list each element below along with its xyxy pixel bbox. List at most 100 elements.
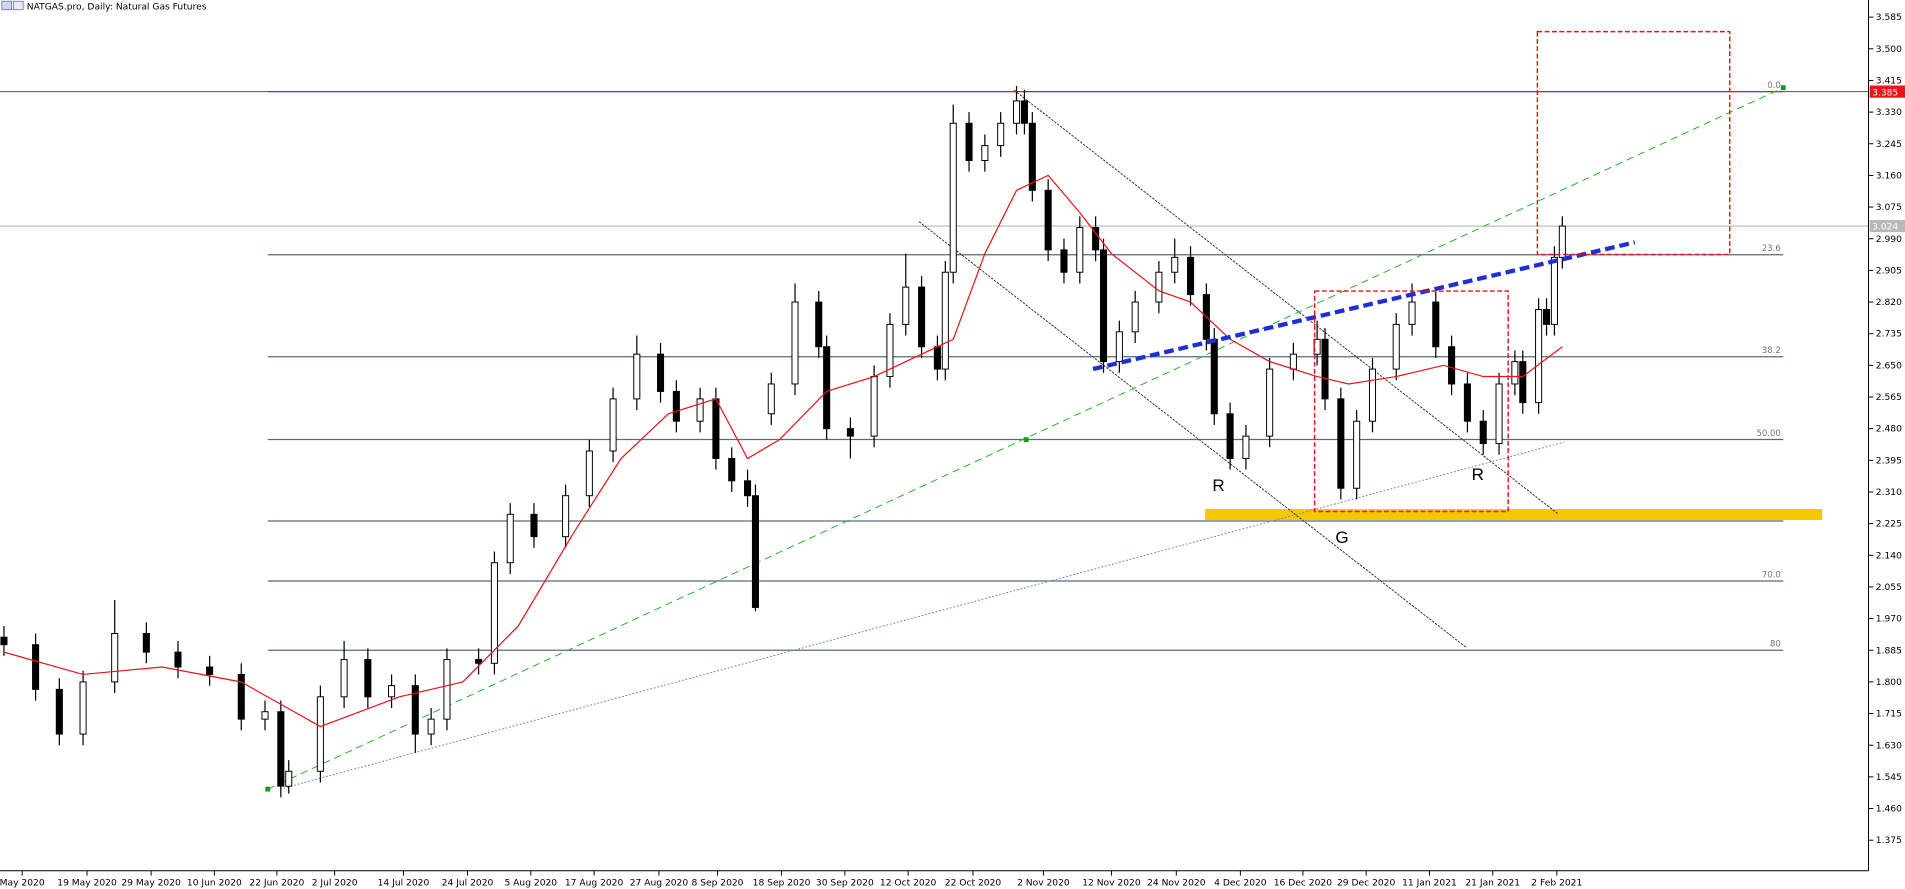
y-tick-label: 2.650 [1876,361,1902,371]
price-badge-label: 3.385 [1872,88,1898,98]
candle-body [1542,308,1551,325]
chart-title: NATGAS.pro, Daily: Natural Gas Futures [27,3,207,13]
candle-body [965,122,973,162]
x-tick-label: 22 Oct 2020 [945,878,1002,888]
grid-layer: 0.023.638.250.0061.870.080 [0,81,1869,651]
candle-body [815,301,823,348]
candle-body [1463,383,1471,422]
candle-body [791,301,799,385]
candle-body [1092,227,1100,251]
trend-line [279,441,1565,790]
x-tick-label: 22 Jun 2020 [249,878,304,888]
candle-body [1044,189,1052,251]
candle-body [1511,361,1519,385]
y-tick-label: 1.630 [1876,741,1902,751]
y-tick-label: 2.310 [1876,488,1902,498]
y-tick-label: 2.565 [1876,393,1902,403]
y-tick-label: 2.480 [1876,425,1902,435]
candle-body [475,659,483,664]
y-tick-label: 2.055 [1876,583,1902,593]
candle-body [886,323,894,378]
candle-body [316,696,324,772]
candle-body [1028,122,1036,191]
x-tick-label: 24 Nov 2020 [1147,878,1206,888]
y-tick-label: 1.545 [1876,773,1902,783]
symbol-icon [1,0,12,11]
candle-body [1187,256,1195,296]
candle-body [1171,256,1179,273]
channel-line [918,221,1468,649]
y-tick-label: 2.905 [1876,266,1902,276]
candle-body [918,286,926,348]
candle-body [1012,100,1021,124]
y-tick-label: 2.140 [1876,551,1902,561]
candle-body [32,644,40,690]
annotation: R [1212,476,1224,495]
candle-body [728,457,736,482]
x-tick-label: 17 Aug 2020 [565,878,624,888]
x-tick-label: 16 Dec 2020 [1274,878,1332,888]
y-tick-label: 3.330 [1876,108,1902,118]
candle-body [340,659,348,698]
moving-average [3,174,1563,728]
axis-labels: 3.585 3.500 3.415 3.330 3.245 3.160 3.075 2.990… [0,13,1905,888]
x-tick-label: 2 Feb 2021 [1531,878,1582,888]
y-tick-label: 1.375 [1876,836,1902,846]
candle-body [696,398,704,422]
y-tick-label: 3.245 [1876,140,1902,150]
candle-body [277,711,285,787]
target-box [1536,30,1731,256]
candle-body [941,271,949,370]
candle-body [506,513,514,564]
candle-body [1495,383,1503,445]
candle-body [1076,227,1084,273]
candle-body [1368,368,1377,422]
candle-body [443,659,451,720]
candle-body [1550,256,1558,325]
annotation: G [1335,528,1348,547]
x-tick-label: 14 Jul 2020 [378,878,430,888]
candle-body [823,346,831,430]
candle-body [657,353,665,392]
candle-body [1337,398,1345,489]
y-tick-label: 3.075 [1876,203,1902,213]
channel-line [1013,89,1559,515]
candle-body [1432,301,1440,348]
y-tick-label: 1.460 [1876,805,1902,815]
x-tick-label: 8 Sep 2020 [691,878,743,888]
y-tick-label: 1.970 [1876,615,1902,625]
fib-label: 70.0 [1762,570,1781,580]
fib-label: 23.6 [1762,244,1781,254]
candle-body [1099,249,1108,363]
candle-body [672,390,680,422]
candle-body [1115,331,1123,363]
candle-body [1226,413,1234,459]
candle-body [1479,420,1487,445]
price-badge [1869,219,1905,233]
candle-body [1321,338,1329,400]
x-tick-label: 21 Jan 2021 [1465,878,1520,888]
candles [0,86,1566,798]
candle-body [744,480,752,497]
candle-body [1289,353,1297,370]
x-tick-label: May 2020 [0,878,45,888]
candle-body [261,711,269,720]
candle-body [633,353,641,400]
candle-body [174,651,182,668]
candle-body [55,688,63,735]
x-tick-label: 12 Nov 2020 [1082,878,1141,888]
y-tick-label: 1.885 [1876,646,1902,656]
candle-body [206,666,214,675]
x-tick-label: 5 Aug 2020 [504,878,557,888]
fib-label: 38.2 [1762,346,1781,356]
candle-body [1060,249,1068,273]
candle-body [388,685,396,698]
price-badge-label: 3.024 [1872,223,1898,233]
candle-body [562,495,570,538]
candle-body [1131,301,1139,333]
candle-body [1558,225,1566,258]
x-tick-label: 2 Jul 2020 [312,878,358,888]
pattern-box [1313,290,1509,513]
